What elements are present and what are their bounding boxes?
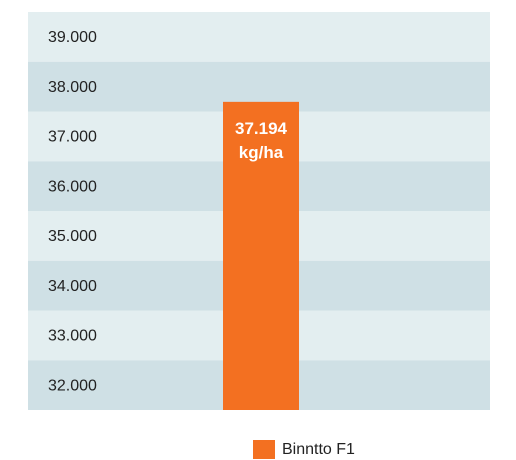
y-tick-label: 35.000 xyxy=(48,228,97,245)
legend-swatch xyxy=(253,440,275,459)
legend-label: Binntto F1 xyxy=(282,441,355,458)
y-tick-label: 34.000 xyxy=(48,278,97,295)
y-tick-label: 38.000 xyxy=(48,79,97,96)
bar xyxy=(223,101,299,410)
y-tick-label: 36.000 xyxy=(48,178,97,195)
y-tick-label: 32.000 xyxy=(48,377,97,394)
value-label: 37.194 kg/ha xyxy=(235,119,288,162)
y-tick-label: 39.000 xyxy=(48,29,97,46)
y-tick-label: 37.000 xyxy=(48,129,97,146)
y-tick-label: 33.000 xyxy=(48,328,97,345)
grid-band xyxy=(28,12,490,62)
